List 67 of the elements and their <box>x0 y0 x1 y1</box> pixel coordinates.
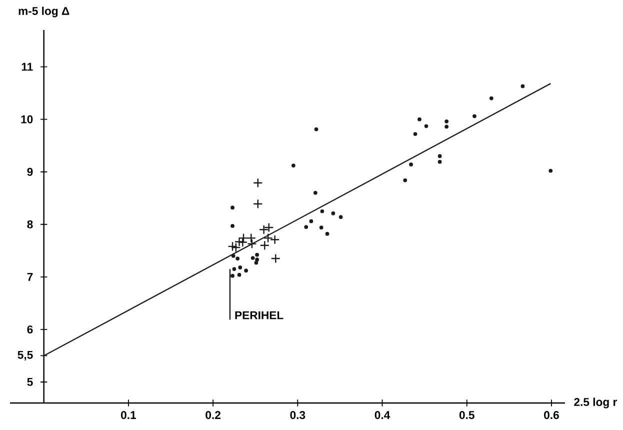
point <box>314 127 318 132</box>
point <box>231 254 236 258</box>
point <box>253 199 263 209</box>
point <box>320 209 324 214</box>
point <box>260 240 270 250</box>
point <box>444 124 448 129</box>
point <box>309 219 314 224</box>
y-tick-label: 7 <box>27 273 33 281</box>
y-tick-label: 8 <box>27 220 33 228</box>
point <box>246 233 256 243</box>
point <box>238 233 248 243</box>
point <box>438 154 442 158</box>
x-tick-label: 0.2 <box>206 411 220 420</box>
x-tick-label: 0.6 <box>544 411 559 420</box>
point <box>250 256 255 260</box>
x-tick-label: 0.1 <box>121 411 136 420</box>
point <box>270 234 280 244</box>
point <box>244 268 248 273</box>
point <box>231 242 241 252</box>
point <box>232 267 236 271</box>
point <box>258 224 269 234</box>
point <box>255 252 259 257</box>
point <box>403 178 408 182</box>
point <box>230 206 234 210</box>
x-tick-label: 0.5 <box>459 411 474 420</box>
point <box>238 266 242 270</box>
point <box>472 114 476 118</box>
y-tick-label: 10 <box>21 115 33 124</box>
point <box>304 225 308 229</box>
point <box>424 124 428 128</box>
y-axis-title: m-5 log Δ <box>18 6 70 18</box>
point <box>270 254 281 264</box>
point <box>254 260 258 265</box>
y-tick-label: 11 <box>22 62 33 71</box>
point <box>325 232 330 236</box>
point <box>520 84 525 88</box>
point <box>409 162 413 166</box>
x-axis-title: 2.5 log r <box>574 398 617 408</box>
point <box>238 237 248 248</box>
point <box>331 211 336 216</box>
point <box>489 96 494 100</box>
y-tick-label: 5,5 <box>18 350 33 360</box>
y-tick-label: 9 <box>27 168 33 176</box>
annotation: PERIHEL <box>235 311 284 320</box>
point <box>264 222 274 232</box>
point <box>230 224 234 228</box>
point <box>291 164 296 168</box>
point <box>319 226 324 230</box>
point <box>338 215 343 219</box>
point <box>255 258 259 262</box>
point <box>413 132 418 136</box>
y-tick-label: 6 <box>27 325 33 334</box>
point <box>236 256 240 260</box>
x-tick-label: 0.3 <box>290 411 306 420</box>
x-tick-label: 0.4 <box>374 411 390 420</box>
point <box>444 119 448 124</box>
y-tick-label: 5 <box>27 378 33 386</box>
point <box>263 233 273 243</box>
point <box>313 190 318 195</box>
point <box>247 238 257 249</box>
point <box>548 168 553 173</box>
point <box>228 242 238 252</box>
point <box>438 160 442 164</box>
point <box>230 274 234 278</box>
point <box>253 178 263 188</box>
point <box>418 117 422 122</box>
point <box>237 272 242 277</box>
